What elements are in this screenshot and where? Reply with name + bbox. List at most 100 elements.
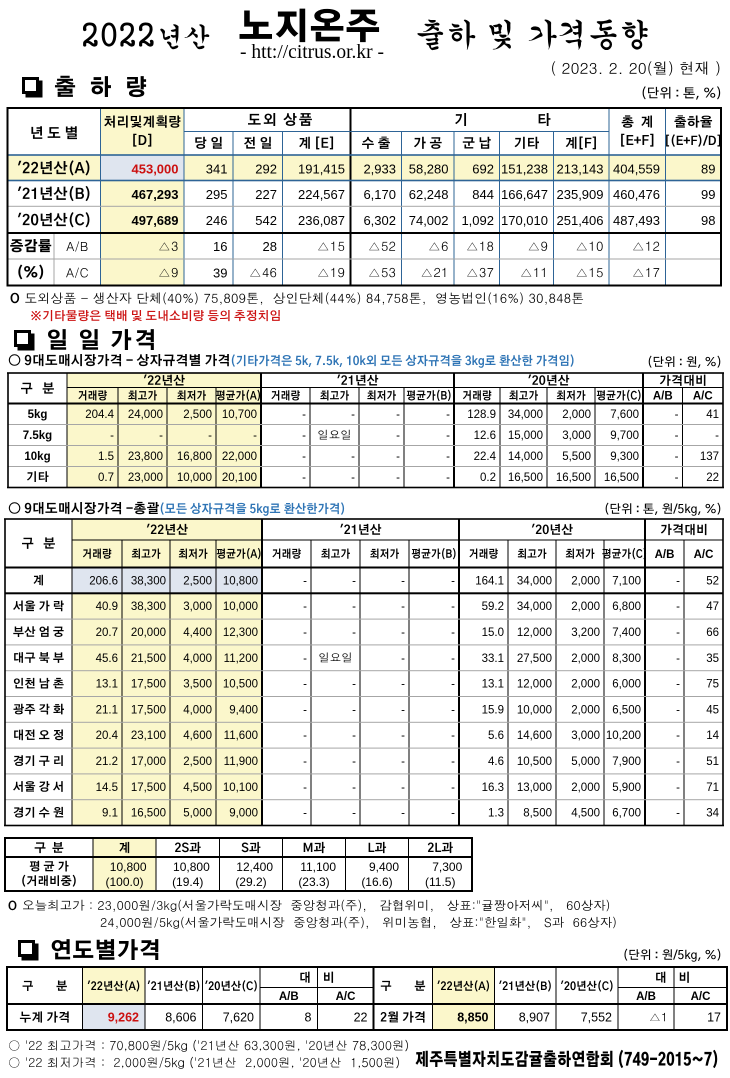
svg-text:6,000: 6,000 (612, 679, 641, 691)
svg-text:-: - (352, 782, 356, 794)
svg-text:-: - (352, 730, 356, 742)
svg-text:844: 844 (472, 187, 494, 202)
svg-text:99: 99 (701, 187, 715, 202)
svg-text:-: - (676, 782, 680, 794)
svg-text:-: - (451, 782, 455, 794)
svg-text:16,500: 16,500 (131, 808, 166, 820)
svg-text:2,500: 2,500 (183, 756, 212, 768)
svg-text:-: - (352, 601, 356, 613)
svg-text:10,800: 10,800 (110, 860, 147, 874)
svg-text:-: - (451, 627, 455, 639)
svg-text:3,000: 3,000 (571, 730, 600, 742)
svg-text:13.1: 13.1 (482, 679, 504, 691)
svg-text:-: - (303, 782, 307, 794)
svg-text:4,500: 4,500 (183, 782, 212, 794)
svg-text:14: 14 (706, 730, 719, 742)
svg-text:10,000: 10,000 (517, 704, 552, 716)
svg-text:10,100: 10,100 (223, 782, 258, 794)
svg-text:692: 692 (472, 161, 494, 176)
svg-text:-: - (676, 601, 680, 613)
svg-text:12.6: 12.6 (474, 430, 496, 442)
svg-text:10,000: 10,000 (177, 472, 212, 484)
svg-text:10,800: 10,800 (223, 575, 258, 587)
svg-text:-: - (208, 430, 212, 442)
svg-text:-: - (675, 472, 679, 484)
svg-text:-: - (676, 575, 680, 587)
svg-text:-: - (451, 679, 455, 691)
svg-text:-: - (253, 430, 257, 442)
svg-text:-: - (352, 808, 356, 820)
svg-text:-: - (401, 730, 405, 742)
svg-text:-: - (401, 704, 405, 716)
svg-text:4,000: 4,000 (183, 653, 212, 665)
svg-text:6,800: 6,800 (612, 601, 641, 613)
svg-text:236,087: 236,087 (298, 213, 345, 228)
svg-text:62,248: 62,248 (409, 187, 449, 202)
svg-text:9,700: 9,700 (610, 430, 639, 442)
svg-text:71: 71 (706, 782, 719, 794)
svg-text:7,620: 7,620 (223, 1011, 254, 1025)
svg-text:40.9: 40.9 (96, 601, 118, 613)
svg-text:16.3: 16.3 (482, 782, 504, 794)
svg-text:4,600: 4,600 (183, 730, 212, 742)
svg-text:227: 227 (255, 187, 277, 202)
svg-text:22,000: 22,000 (222, 451, 257, 463)
svg-text:13.1: 13.1 (96, 679, 118, 691)
svg-text:-: - (451, 808, 455, 820)
svg-text:1.3: 1.3 (488, 808, 504, 820)
svg-text:2,000: 2,000 (571, 782, 600, 794)
svg-text:98: 98 (701, 213, 715, 228)
svg-text:-: - (352, 679, 356, 691)
svg-text:7,600: 7,600 (610, 409, 639, 421)
svg-text:-: - (451, 756, 455, 768)
svg-text:38,300: 38,300 (131, 575, 166, 587)
svg-text:- htt://citrus.or.kr -: - htt://citrus.or.kr - (240, 42, 384, 63)
svg-text:-: - (401, 627, 405, 639)
svg-text:0.7: 0.7 (98, 472, 114, 484)
svg-text:2,933: 2,933 (363, 161, 396, 176)
svg-text:17,500: 17,500 (131, 782, 166, 794)
svg-text:17,000: 17,000 (131, 756, 166, 768)
svg-text:-: - (352, 575, 356, 587)
svg-text:-: - (401, 575, 405, 587)
svg-text:10kg: 10kg (24, 451, 50, 463)
svg-text:-: - (303, 653, 307, 665)
svg-text:6,302: 6,302 (363, 213, 396, 228)
svg-text:27,500: 27,500 (517, 653, 552, 665)
svg-text:-: - (676, 730, 680, 742)
svg-text:23,100: 23,100 (131, 730, 166, 742)
svg-text:10,000: 10,000 (223, 601, 258, 613)
svg-text:9,400: 9,400 (229, 704, 258, 716)
svg-text:(29.2): (29.2) (235, 875, 266, 889)
svg-text:3,000: 3,000 (562, 430, 591, 442)
svg-text:9,400: 9,400 (369, 860, 399, 874)
svg-text:75: 75 (706, 679, 719, 691)
svg-text:(11.5): (11.5) (425, 875, 455, 889)
svg-text:7.5kg: 7.5kg (23, 430, 52, 442)
svg-text:164.1: 164.1 (475, 575, 504, 587)
svg-text:14,600: 14,600 (517, 730, 552, 742)
svg-text:(16.6): (16.6) (361, 875, 392, 889)
svg-text:-: - (303, 730, 307, 742)
svg-text:58,280: 58,280 (409, 161, 449, 176)
svg-text:21.2: 21.2 (96, 756, 118, 768)
svg-text:A/B: A/B (636, 991, 656, 1003)
svg-text:166,647: 166,647 (501, 187, 548, 202)
svg-text:45: 45 (706, 704, 719, 716)
svg-text:15.0: 15.0 (482, 627, 504, 639)
svg-text:-: - (396, 430, 400, 442)
svg-text:-: - (351, 472, 355, 484)
svg-text:34,000: 34,000 (517, 575, 552, 587)
svg-text:34: 34 (706, 808, 719, 820)
svg-text:3,000: 3,000 (183, 601, 212, 613)
svg-text:151,238: 151,238 (501, 161, 548, 176)
svg-text:8,907: 8,907 (519, 1011, 550, 1025)
svg-text:-: - (676, 808, 680, 820)
svg-text:-: - (302, 409, 306, 421)
svg-text:17,500: 17,500 (131, 679, 166, 691)
svg-text:16,500: 16,500 (604, 472, 639, 484)
svg-text:10,500: 10,500 (517, 756, 552, 768)
svg-text:-: - (451, 575, 455, 587)
svg-text:-: - (352, 704, 356, 716)
svg-text:9.1: 9.1 (102, 808, 118, 820)
